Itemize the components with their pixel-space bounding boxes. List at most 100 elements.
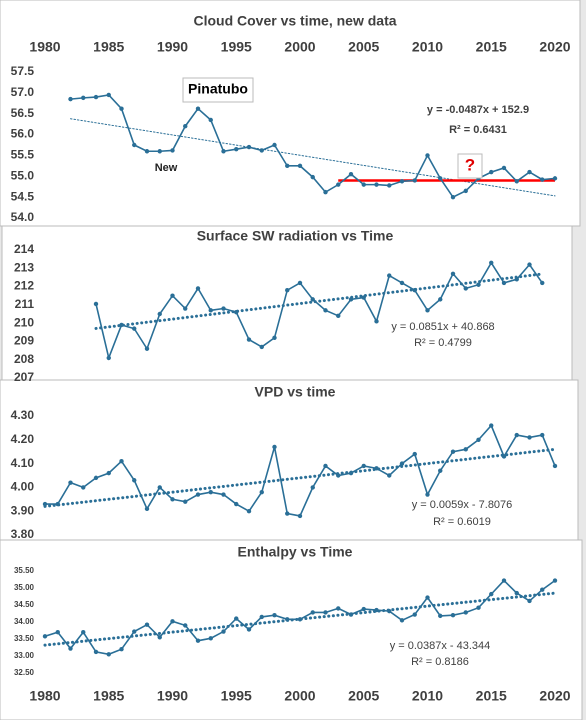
annotation: R² = 0.4799 [414, 337, 472, 349]
data-point [552, 176, 558, 181]
y-tick-label: 54.5 [11, 189, 35, 203]
data-point [348, 470, 354, 476]
data-point [132, 478, 137, 483]
y-tick-label: 33.00 [14, 651, 35, 660]
x-tick-label: 2005 [348, 688, 379, 704]
data-point [348, 297, 354, 302]
data-point [285, 288, 290, 293]
y-tick-label: 34.50 [14, 600, 35, 609]
data-point [323, 463, 328, 469]
data-point [157, 311, 162, 317]
data-point [501, 578, 507, 583]
data-point [361, 463, 366, 469]
data-point [246, 509, 252, 514]
y-tick-label: 209 [14, 334, 34, 348]
data-point [399, 461, 405, 466]
data-point [259, 489, 264, 495]
data-point [144, 149, 150, 154]
data-point [195, 106, 201, 111]
panel [0, 0, 581, 227]
data-point [259, 614, 264, 620]
data-point [514, 277, 519, 282]
y-tick-label: 35.00 [14, 583, 35, 592]
data-point [297, 280, 303, 286]
data-point [489, 260, 494, 265]
data-point [119, 647, 124, 652]
data-point [221, 149, 226, 154]
data-point [132, 142, 137, 148]
y-tick-label: 213 [14, 260, 34, 274]
data-point [183, 499, 188, 504]
data-point [221, 629, 226, 634]
data-point [42, 501, 48, 507]
annotation: Pinatubo [188, 81, 248, 97]
data-point [438, 176, 443, 181]
trendline [43, 447, 557, 508]
x-tick-label: 1995 [221, 688, 252, 704]
panel [0, 539, 583, 720]
x-tick-label: 1995 [221, 39, 252, 55]
y-tick-label: 212 [14, 279, 34, 293]
data-point [336, 473, 341, 478]
data-point [374, 466, 379, 471]
data-point [246, 627, 252, 632]
x-tick-label: 2000 [284, 39, 315, 55]
data-point [285, 511, 290, 516]
y-tick-label: 4.30 [11, 408, 35, 422]
data-point [527, 169, 532, 175]
data-point [501, 454, 507, 459]
data-point [195, 638, 201, 643]
data-point [514, 179, 519, 184]
data-point [463, 188, 468, 194]
data-point [476, 605, 481, 610]
data-point [489, 169, 494, 175]
x-tick-label: 2010 [412, 39, 443, 55]
data-point [81, 95, 86, 101]
data-point [438, 613, 443, 619]
data-point [463, 447, 468, 452]
y-tick-label: 55.0 [11, 168, 35, 182]
data-point [106, 355, 111, 361]
y-tick-label: 34.00 [14, 617, 35, 626]
data-point [387, 183, 392, 188]
y-tick-label: 214 [14, 242, 34, 256]
annotation: y = 0.0059x - 7.8076 [412, 499, 513, 511]
data-point [119, 459, 124, 464]
data-point [476, 437, 481, 442]
x-tick-label: 2005 [348, 39, 379, 55]
data-point [425, 153, 430, 158]
data-point [144, 622, 150, 627]
data-point [68, 646, 73, 651]
data-point [463, 610, 468, 615]
data-line [95, 261, 543, 361]
y-tick-label: 210 [14, 315, 34, 329]
data-point [246, 144, 252, 150]
data-point [450, 271, 456, 276]
data-point [450, 449, 456, 454]
chart-title: Enthalpy vs Time [238, 544, 353, 560]
data-point [106, 652, 111, 657]
data-point [221, 306, 226, 311]
data-point [412, 178, 417, 183]
data-point [55, 501, 60, 507]
data-point [527, 598, 532, 604]
x-tick-label: 1985 [93, 39, 124, 55]
data-point [463, 286, 468, 291]
data-point [42, 634, 48, 639]
y-tick-label: 4.00 [11, 480, 35, 494]
data-point [514, 590, 519, 596]
data-point [132, 629, 137, 634]
data-point [425, 595, 430, 600]
data-point [297, 163, 303, 169]
data-point [93, 475, 99, 481]
trendline [94, 272, 544, 330]
data-point [234, 501, 239, 507]
y-tick-label: 33.50 [14, 634, 35, 643]
data-point [272, 613, 277, 618]
data-point [170, 619, 175, 624]
data-point [540, 280, 545, 286]
data-point [93, 649, 99, 655]
data-point [259, 344, 264, 350]
annotation: ? [465, 155, 475, 174]
data-point [552, 578, 558, 583]
